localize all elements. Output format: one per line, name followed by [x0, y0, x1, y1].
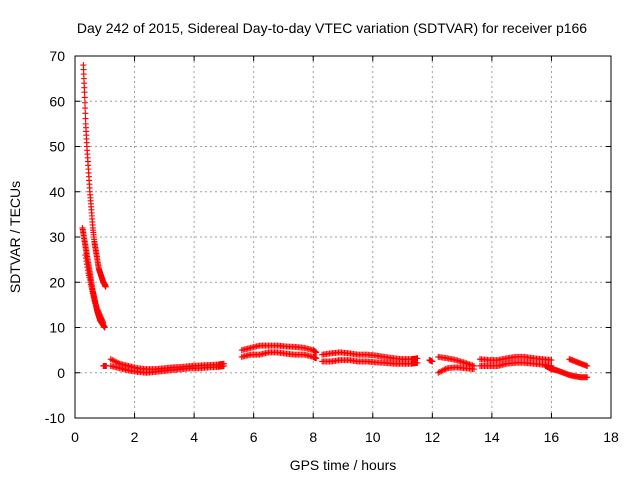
- y-tick-label: 0: [57, 365, 65, 381]
- x-tick-label: 18: [603, 429, 619, 445]
- x-tick-label: 12: [425, 429, 441, 445]
- grid-lines: [75, 56, 611, 418]
- data-point: [220, 362, 227, 369]
- data-point: [82, 110, 89, 117]
- data-point: [471, 366, 478, 373]
- data-point: [313, 355, 320, 362]
- y-tick-label: -10: [45, 410, 65, 426]
- axis-ticks: [74, 55, 612, 419]
- x-axis-label: GPS time / hours: [290, 457, 397, 473]
- data-point: [82, 105, 89, 112]
- chart-title: Day 242 of 2015, Sidereal Day-to-day VTE…: [77, 20, 587, 36]
- x-tick-label: 14: [484, 429, 500, 445]
- x-tick-label: 16: [544, 429, 560, 445]
- y-tick-label: 70: [49, 48, 65, 64]
- data-point: [102, 283, 109, 290]
- data-point: [81, 99, 88, 106]
- data-point: [81, 94, 88, 101]
- y-tick-label: 40: [49, 184, 65, 200]
- tick-labels: 0 2 4 6 8 10 12 14 16 18 -10 0 10 20 30 40 50 60 70: [45, 48, 619, 445]
- data-point: [313, 349, 320, 356]
- x-tick-label: 6: [250, 429, 258, 445]
- y-tick-label: 30: [49, 229, 65, 245]
- data-points: [79, 62, 591, 381]
- data-point: [414, 359, 421, 366]
- y-tick-label: 50: [49, 139, 65, 155]
- data-point: [429, 358, 436, 365]
- data-point: [81, 89, 88, 96]
- x-tick-label: 8: [309, 429, 317, 445]
- y-tick-label: 10: [49, 320, 65, 336]
- data-point: [584, 362, 591, 369]
- data-point: [584, 374, 591, 381]
- y-tick-label: 60: [49, 93, 65, 109]
- data-point: [82, 115, 89, 122]
- x-tick-label: 2: [131, 429, 139, 445]
- y-axis-label: SDTVAR / TECUs: [7, 181, 23, 293]
- x-tick-label: 0: [71, 429, 79, 445]
- x-tick-label: 4: [190, 429, 198, 445]
- y-tick-label: 20: [49, 274, 65, 290]
- data-point: [548, 357, 555, 364]
- data-point: [101, 324, 108, 331]
- data-point: [100, 319, 107, 326]
- x-tick-label: 10: [365, 429, 381, 445]
